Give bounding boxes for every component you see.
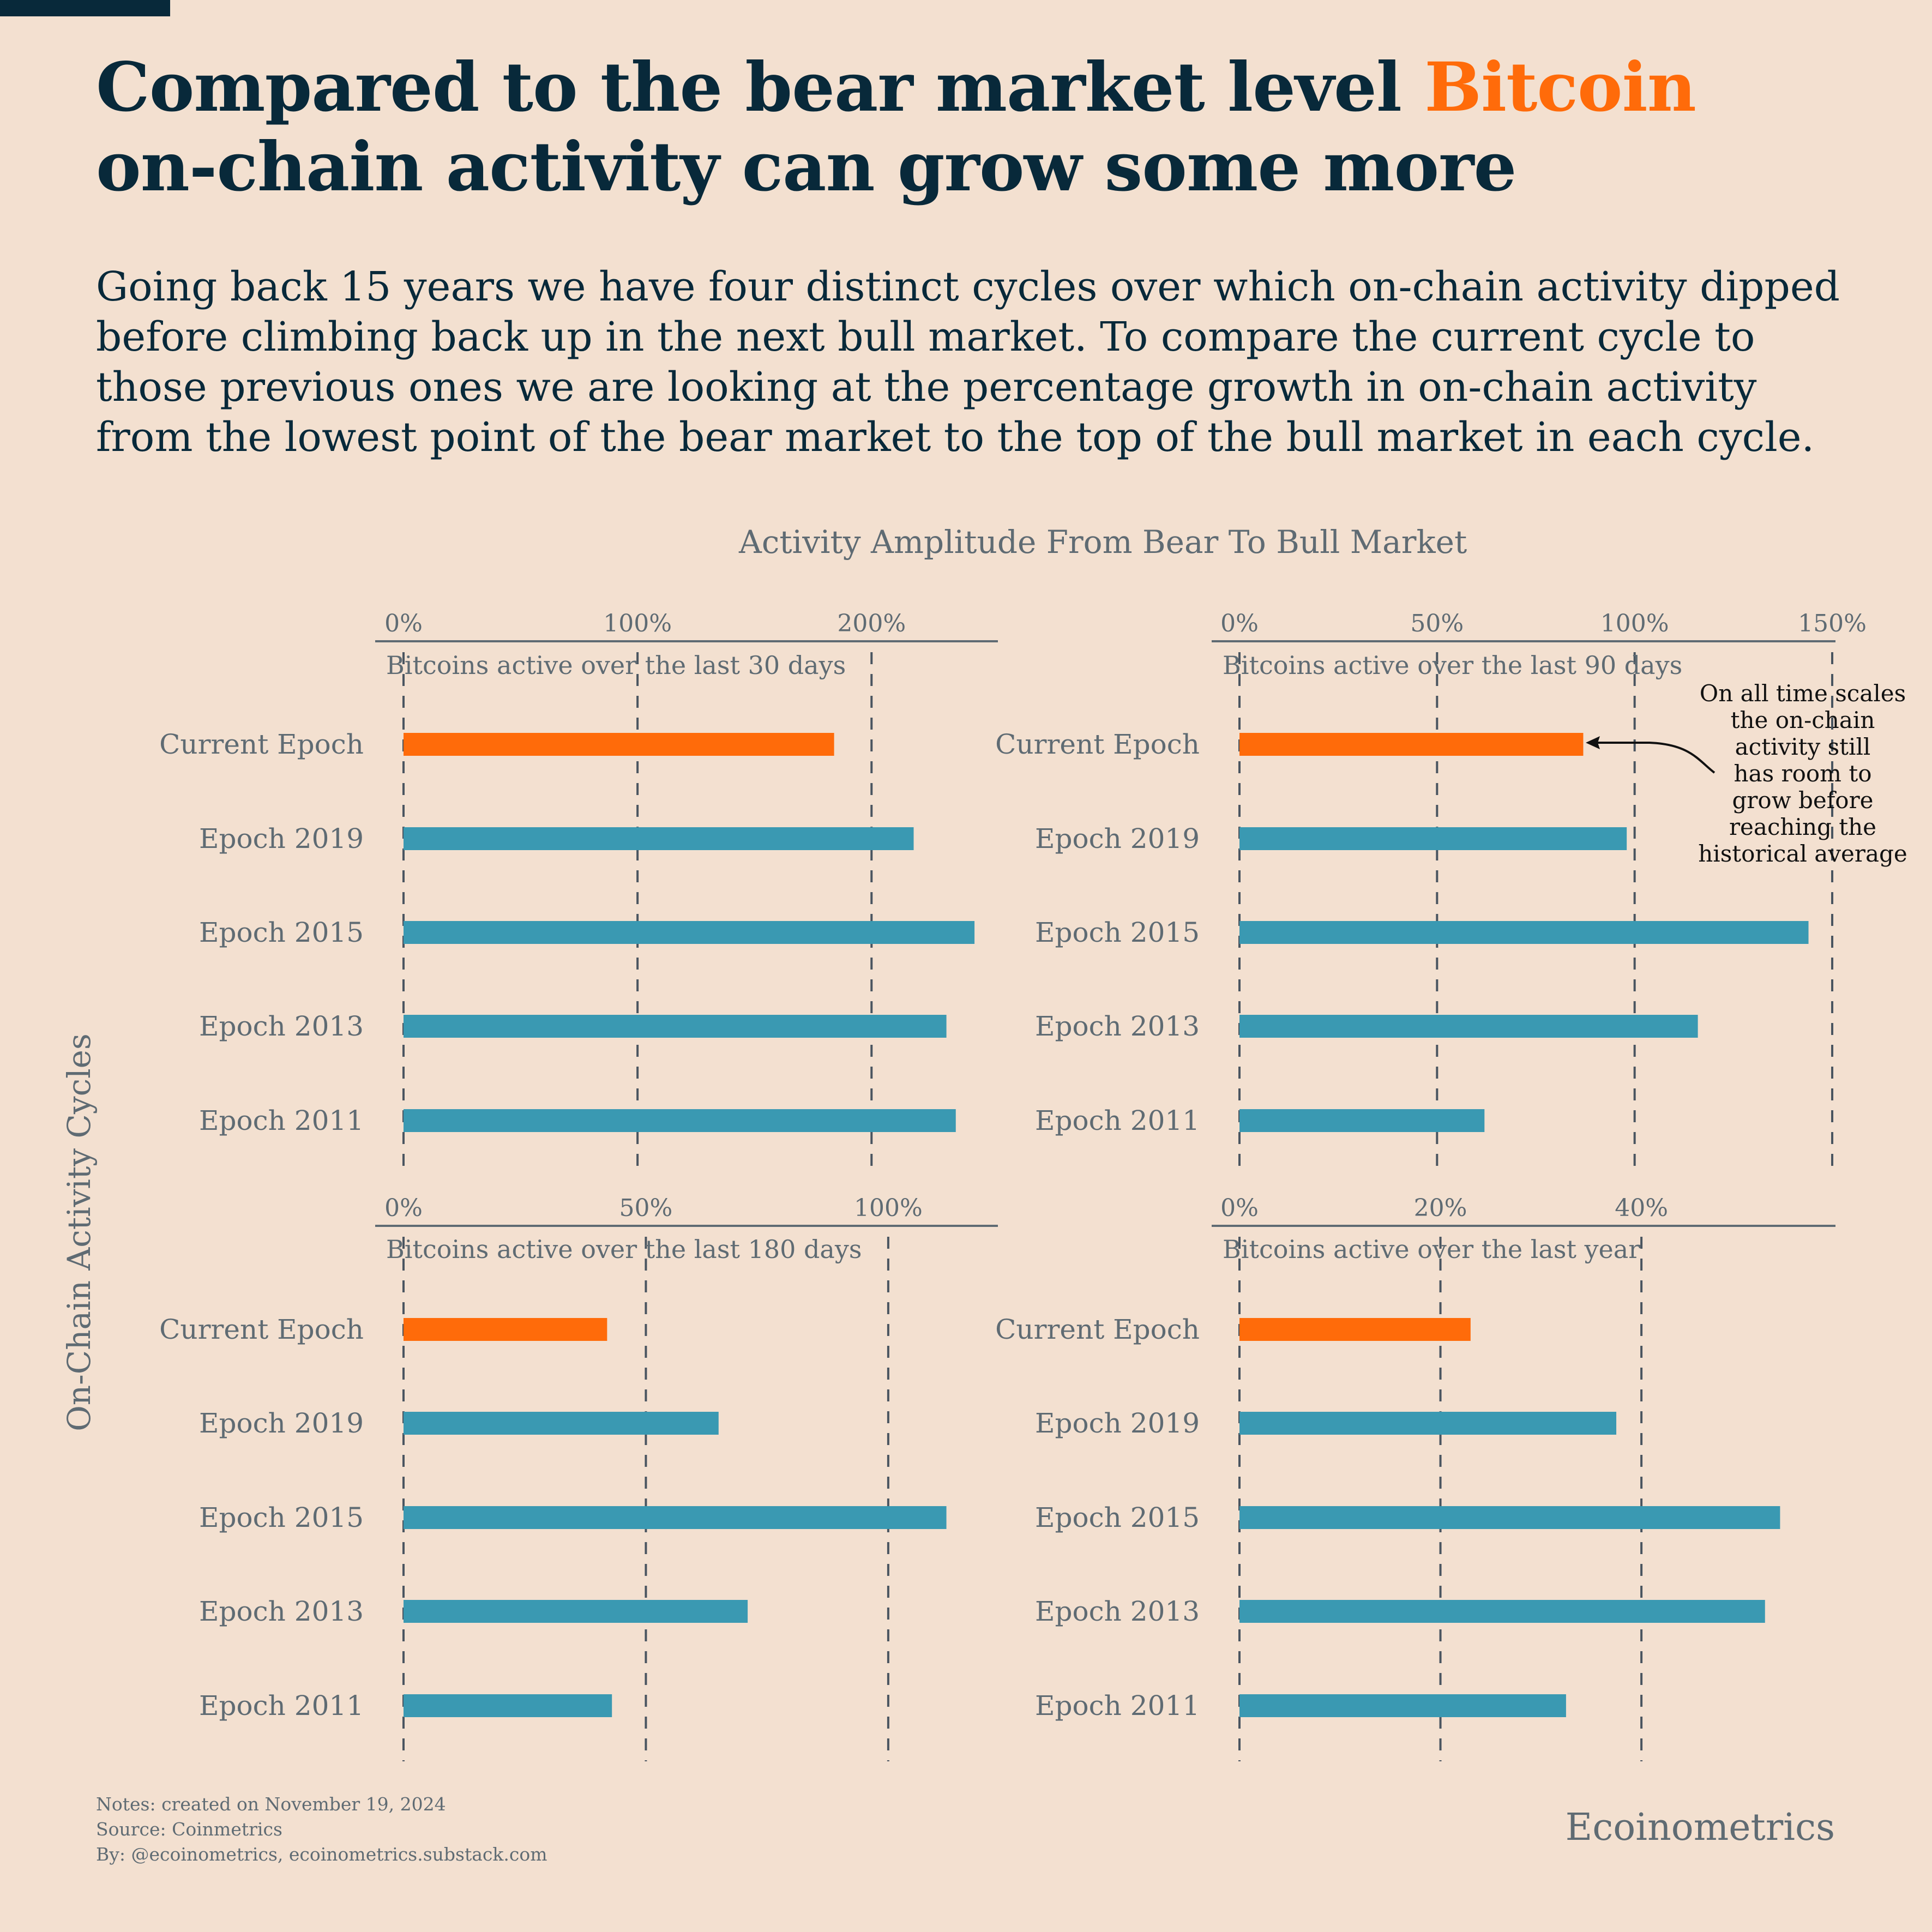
category-label: Epoch 2011 <box>199 1105 364 1136</box>
x-tick-label: 150% <box>1798 610 1867 637</box>
chart-panel-1: 0% 100% 200% Bitcoins active over the last … <box>159 610 998 1172</box>
bar-previous-epoch <box>404 1412 719 1435</box>
bar-previous-epoch <box>1239 1506 1780 1529</box>
chart-panel-2: 0% 50% 100% 150% Bitcoins active over the la… <box>995 610 1867 1172</box>
bar-previous-epoch <box>404 1506 947 1529</box>
bar-current-epoch <box>404 733 834 756</box>
source-line: Source: Coinmetrics <box>96 1819 282 1840</box>
x-tick-label: 100% <box>603 610 672 637</box>
title-part-1: Compared to the bear market level <box>96 48 1425 127</box>
category-label: Epoch 2019 <box>199 1407 364 1439</box>
page-title: Compared to the bear market level Bitcoi… <box>96 48 1841 207</box>
category-label: Current Epoch <box>159 729 364 760</box>
x-tick-label: 100% <box>1600 610 1669 637</box>
category-label: Epoch 2019 <box>1035 823 1200 854</box>
bar-previous-epoch <box>404 827 914 850</box>
bar-current-epoch <box>1239 733 1584 756</box>
x-tick-label: 0% <box>1220 1194 1259 1222</box>
panel-title: Bitcoins active over the last 90 days <box>1223 651 1682 680</box>
category-label: Epoch 2013 <box>199 1010 364 1042</box>
category-label: Current Epoch <box>159 1314 364 1345</box>
notes-line: Notes: created on November 19, 2024 <box>96 1793 446 1815</box>
bar-previous-epoch <box>1239 1015 1698 1038</box>
notes: Notes: created on November 19, 2024 Sour… <box>96 1792 547 1867</box>
bar-previous-epoch <box>1239 1600 1765 1623</box>
category-label: Epoch 2015 <box>199 917 364 948</box>
bar-previous-epoch <box>404 1015 947 1038</box>
annotation-line: the on-chain <box>1731 707 1875 733</box>
annotation-line: historical average <box>1698 840 1907 867</box>
category-label: Current Epoch <box>995 729 1200 760</box>
title-part-2: on-chain activity can grow some more <box>96 128 1516 207</box>
bar-previous-epoch <box>1239 1109 1485 1132</box>
bar-previous-epoch <box>1239 827 1627 850</box>
category-label: Epoch 2015 <box>199 1502 364 1533</box>
annotation-line: activity still <box>1735 733 1871 760</box>
bar-previous-epoch <box>404 1694 612 1717</box>
annotation-line: reaching the <box>1729 814 1876 840</box>
page-subtitle: Going back 15 years we have four distinc… <box>96 263 1840 461</box>
bar-previous-epoch <box>404 921 975 944</box>
top-accent-bar <box>0 0 170 16</box>
category-label: Epoch 2011 <box>199 1690 364 1722</box>
x-tick-label: 50% <box>619 1194 673 1222</box>
bar-previous-epoch <box>404 1600 748 1623</box>
category-label: Epoch 2015 <box>1035 917 1200 948</box>
annotation-line: On all time scales <box>1700 680 1906 707</box>
chart-title: Activity Amplitude From Bear To Bull Mar… <box>739 523 1467 561</box>
category-label: Current Epoch <box>995 1314 1200 1345</box>
category-label: Epoch 2019 <box>199 823 364 854</box>
x-tick-label: 100% <box>854 1194 923 1222</box>
category-label: Epoch 2013 <box>199 1596 364 1627</box>
x-tick-label: 40% <box>1615 1194 1668 1222</box>
x-tick-label: 0% <box>384 610 423 637</box>
category-label: Epoch 2013 <box>1035 1010 1200 1042</box>
annotation-arrow <box>1588 742 1716 774</box>
x-tick-label: 0% <box>384 1194 423 1222</box>
category-label: Epoch 2013 <box>1035 1596 1200 1627</box>
bar-previous-epoch <box>1239 1694 1566 1717</box>
x-tick-label: 50% <box>1410 610 1464 637</box>
annotation-arrowhead <box>1586 736 1600 749</box>
x-tick-label: 20% <box>1414 1194 1467 1222</box>
title-highlight: Bitcoin <box>1424 48 1696 127</box>
panel-title: Bitcoins active over the last year <box>1223 1235 1640 1264</box>
category-label: Epoch 2015 <box>1035 1502 1200 1533</box>
bar-previous-epoch <box>404 1109 956 1132</box>
x-tick-label: 0% <box>1220 610 1259 637</box>
bar-previous-epoch <box>1239 1412 1617 1435</box>
panel-title: Bitcoins active over the last 30 days <box>386 651 846 680</box>
annotation-line: grow before <box>1732 787 1873 814</box>
bar-current-epoch <box>1239 1318 1471 1341</box>
panel-title: Bitcoins active over the last 180 days <box>386 1235 862 1264</box>
chart-panel-4: 0% 20% 40% Bitcoins active over the last ye… <box>995 1194 1835 1761</box>
category-label: Epoch 2019 <box>1035 1407 1200 1439</box>
brand-logo-text: Ecoinometrics <box>1565 1806 1835 1849</box>
bar-current-epoch <box>404 1318 607 1341</box>
chart-panel-3: 0% 50% 100% Bitcoins active over the last 1… <box>159 1194 998 1761</box>
x-tick-label: 200% <box>837 610 906 637</box>
byline: By: @ecoinometrics, ecoinometrics.substa… <box>96 1844 547 1865</box>
bar-previous-epoch <box>1239 921 1809 944</box>
annotation-line: has room to <box>1734 760 1872 787</box>
category-label: Epoch 2011 <box>1035 1690 1200 1722</box>
category-label: Epoch 2011 <box>1035 1105 1200 1136</box>
